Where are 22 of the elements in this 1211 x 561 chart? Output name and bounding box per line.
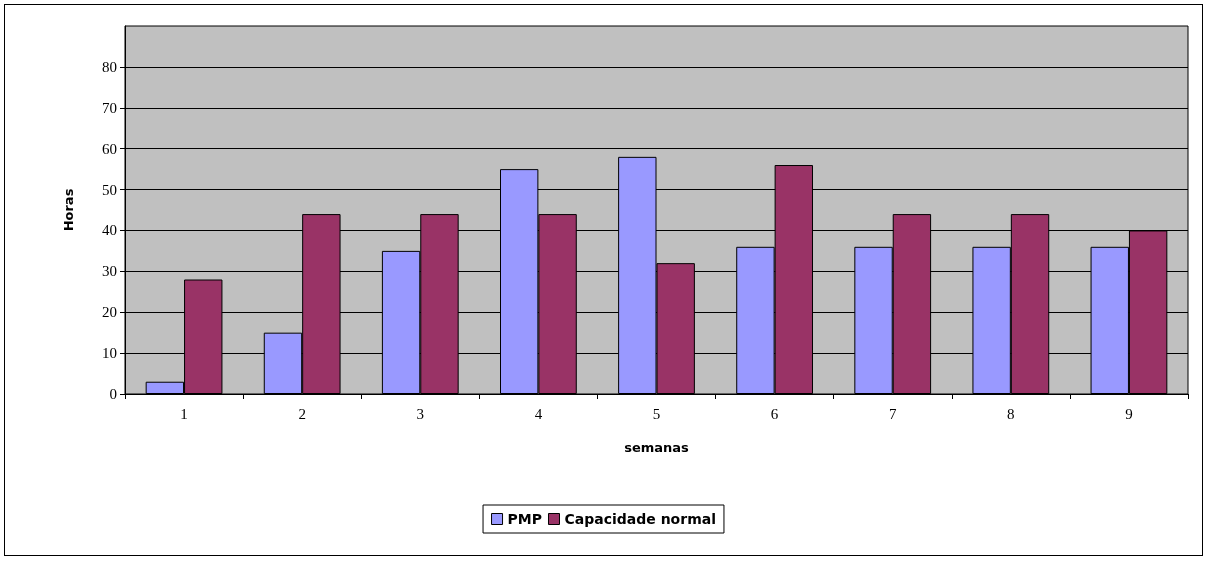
- y-tick-label: 0: [109, 386, 117, 402]
- x-tick-label: 9: [1125, 405, 1133, 422]
- x-tick-label: 1: [180, 405, 188, 422]
- y-tick-label: 50: [102, 181, 117, 198]
- legend-label: PMP: [507, 511, 542, 527]
- legend-label: Capacidade normal: [564, 511, 716, 527]
- x-tick-label: 3: [416, 405, 425, 422]
- y-tick-label: 30: [102, 263, 117, 280]
- x-tick-label: 7: [888, 405, 897, 422]
- y-axis-title: Horas: [61, 188, 76, 232]
- x-tick-label: 8: [1007, 405, 1015, 422]
- y-tick-label: 70: [102, 99, 117, 116]
- x-tick-label: 6: [770, 405, 779, 422]
- y-tick-label: 80: [102, 58, 117, 75]
- y-tick-label: 10: [102, 345, 117, 362]
- x-tick-label: 5: [652, 405, 661, 422]
- y-tick-label: 20: [102, 304, 117, 321]
- x-axis-title: semanas: [624, 440, 690, 455]
- y-tick-label: 60: [102, 140, 117, 157]
- x-tick-label: 4: [534, 405, 543, 422]
- y-tick-label: 40: [102, 222, 117, 239]
- x-tick-label: 2: [298, 405, 306, 422]
